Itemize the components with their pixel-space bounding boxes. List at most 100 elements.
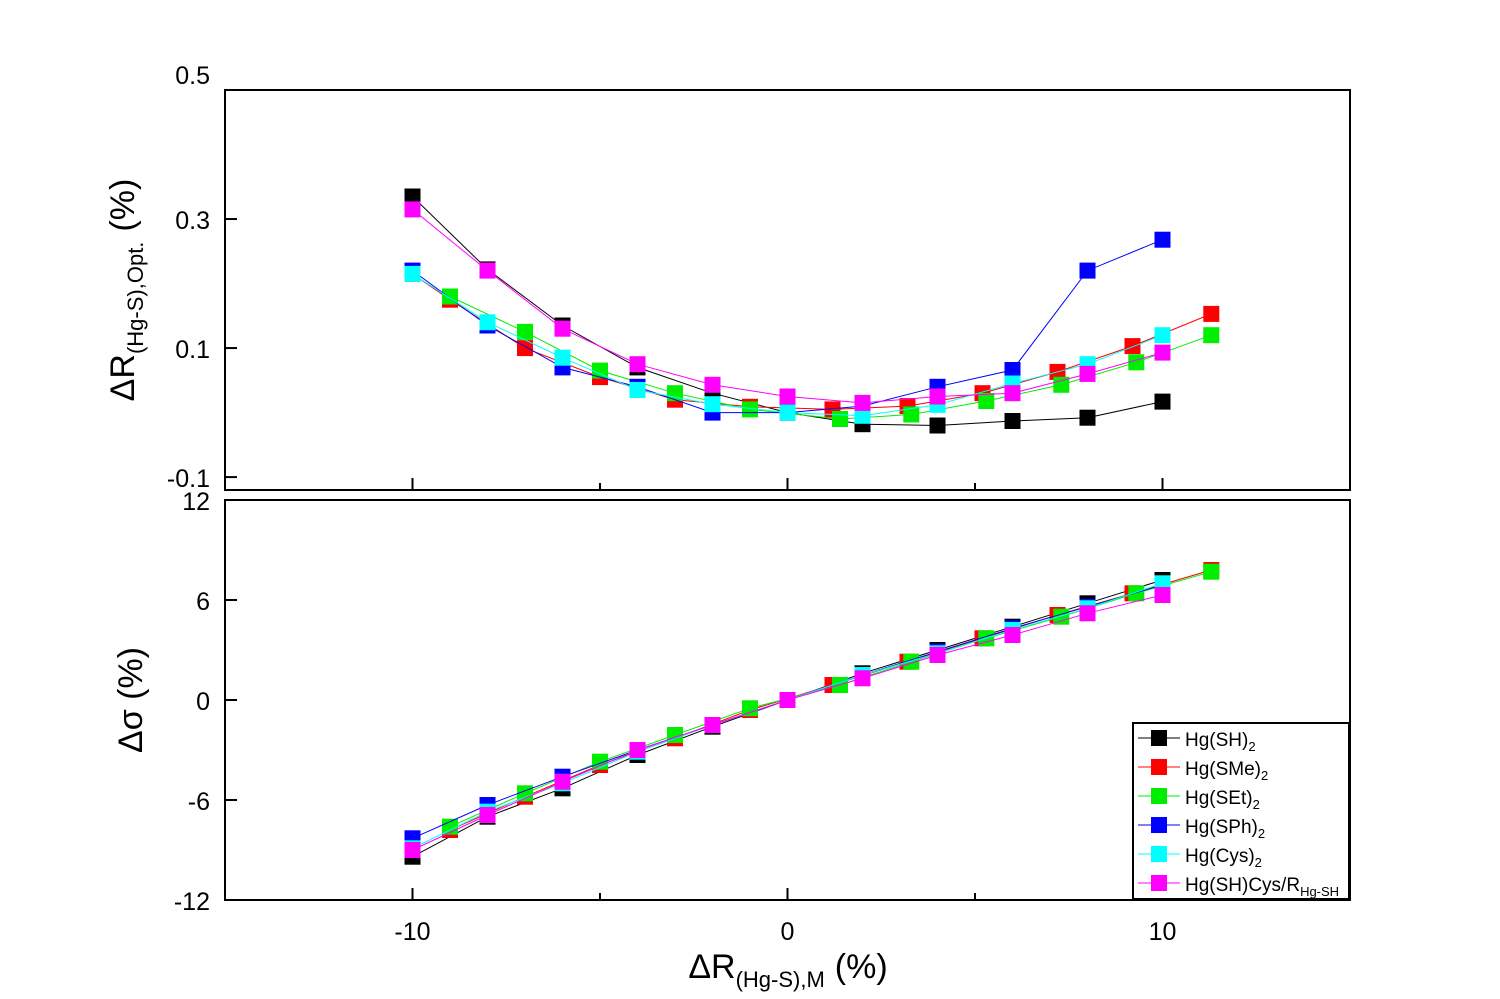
top-data-point (1154, 231, 1171, 248)
x-tick-label: 0 (781, 918, 795, 946)
top-data-point (554, 320, 571, 337)
top-data-point (854, 394, 871, 411)
top-data-point (1124, 338, 1141, 355)
bottom-data-point (479, 807, 496, 823)
legend-marker (1151, 788, 1167, 804)
top-x-ticks (411, 478, 1164, 490)
top-data-point (1203, 305, 1220, 322)
legend-marker (1151, 759, 1167, 775)
bottom-data-point (554, 773, 571, 790)
legend: Hg(SH)2 Hg(SMe)2 Hg(SEt)2 Hg(SPh)2 Hg(Cys)2 H… (1132, 722, 1350, 900)
legend-label: Hg(SMe)2 (1185, 759, 1268, 783)
top-data-point (1004, 413, 1021, 429)
top-data-point (1079, 365, 1096, 382)
legend-marker (1151, 730, 1167, 746)
top-data-point (929, 417, 946, 434)
top-y-label-sub: (Hg-S),Opt. (123, 242, 148, 354)
bottom-y-tick-label: 12 (182, 488, 210, 516)
bottom-x-ticks: -10 0 10 (394, 888, 1176, 946)
top-data-point (704, 376, 721, 393)
legend-label: Hg(SPh)2 (1185, 817, 1265, 841)
x-label-base: ΔR (688, 948, 735, 986)
x-label-unit: (%) (835, 948, 888, 986)
bottom-data-point (1154, 587, 1171, 603)
bottom-data-point (854, 670, 871, 687)
top-data-point (479, 314, 496, 331)
top-data-point (779, 404, 796, 421)
top-data-point (667, 385, 683, 402)
top-data-point (1154, 327, 1171, 344)
top-data-point (832, 411, 848, 427)
legend-label: Hg(SH)Cys/RHg-SH (1185, 875, 1339, 899)
top-data-point (1004, 385, 1021, 402)
top-data-point (404, 188, 421, 205)
top-data-point (517, 323, 533, 340)
legend-marker (1151, 817, 1167, 833)
top-data-point (1203, 327, 1220, 344)
legend-marker (1151, 846, 1167, 862)
top-data-point (629, 356, 646, 373)
top-data-point (404, 201, 421, 218)
top-y-tick-label: 0.3 (175, 207, 210, 235)
bottom-data-point (1079, 605, 1096, 622)
bottom-panel: -12 -6 0 6 12 -10 0 10 Δσ (%) ΔR(Hg-S),M (%) Hg… (112, 488, 1351, 992)
top-panel: -0.1 0.1 0.3 0.5 ΔR(Hg-S),Opt. (%) (104, 62, 1351, 493)
top-y-axis-label: ΔR(Hg-S),Opt. (%) (104, 179, 148, 402)
legend-label: Hg(SH)2 (1185, 730, 1256, 754)
bottom-y-tick-label: 0 (196, 688, 210, 716)
bottom-y-tick-label: -6 (188, 788, 210, 816)
bottom-data-point (704, 717, 721, 733)
top-data-point (978, 393, 995, 409)
bottom-data-point (629, 742, 646, 758)
top-series-layer (404, 188, 1220, 434)
top-plot-frame (224, 89, 1351, 491)
x-tick-label: -10 (394, 918, 430, 946)
bottom-data-point (1004, 627, 1021, 643)
top-data-point (1154, 344, 1171, 361)
top-data-point (742, 401, 758, 418)
top-data-point (1154, 393, 1171, 410)
x-label-sub: (Hg-S),M (736, 967, 825, 992)
top-y-label-unit: (%) (104, 179, 142, 232)
top-y-tick-label: 0.1 (175, 336, 210, 364)
top-data-point (1079, 409, 1096, 426)
legend-label: Hg(Cys)2 (1185, 846, 1262, 870)
top-data-point (404, 265, 421, 282)
top-data-point (704, 396, 721, 413)
top-data-point (1079, 262, 1096, 279)
top-data-point (479, 262, 496, 279)
x-axis-label: ΔR(Hg-S),M (%) (688, 948, 887, 992)
top-data-point (1053, 376, 1070, 393)
bottom-y-axis-label: Δσ (%) (112, 647, 150, 753)
top-y-tick-label: 0.5 (175, 62, 210, 90)
bottom-data-point (1203, 563, 1220, 580)
top-data-point (1004, 362, 1021, 378)
top-data-point (1128, 354, 1145, 371)
top-y-tick-label: -0.1 (167, 465, 210, 493)
bottom-data-point (1128, 585, 1145, 602)
x-tick-label: 10 (1149, 918, 1177, 946)
top-data-point (903, 406, 920, 423)
bottom-y-tick-label: -12 (174, 888, 210, 916)
bottom-data-point (929, 647, 946, 663)
legend-entries: Hg(SH)2 Hg(SMe)2 Hg(SEt)2 Hg(SPh)2 Hg(Cys)2 H… (1138, 730, 1339, 899)
bottom-data-point (742, 700, 758, 717)
legend-box (1132, 722, 1350, 900)
bottom-data-point (903, 653, 920, 670)
bottom-y-tick-label: 6 (196, 588, 210, 616)
legend-label: Hg(SEt)2 (1185, 788, 1260, 812)
top-data-point (554, 349, 571, 366)
top-data-point (592, 362, 608, 379)
bottom-y-ticks: -12 -6 0 6 12 (174, 488, 237, 916)
bottom-series-line-5 (412, 594, 1163, 851)
legend-marker (1151, 875, 1167, 891)
top-data-point (629, 382, 646, 398)
top-data-point (779, 388, 796, 405)
bottom-data-point (404, 842, 421, 858)
bottom-data-point (779, 692, 796, 708)
top-data-point (854, 407, 871, 424)
top-y-ticks: -0.1 0.1 0.3 0.5 (167, 62, 237, 493)
bottom-series-line-4 (412, 582, 1163, 849)
bottom-series-layer (404, 562, 1220, 865)
